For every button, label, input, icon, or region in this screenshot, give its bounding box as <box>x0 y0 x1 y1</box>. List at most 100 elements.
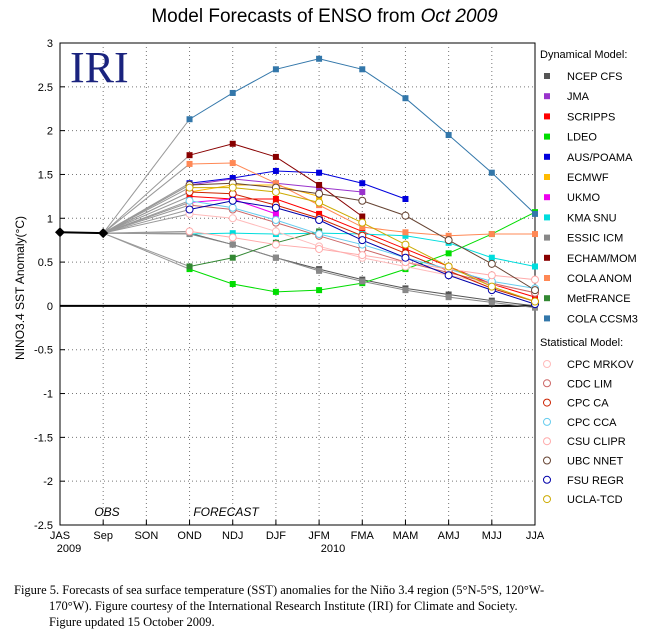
series-point <box>228 196 237 205</box>
series-point <box>186 160 193 167</box>
legend-marker <box>543 495 551 504</box>
series-point <box>316 169 323 176</box>
series-point <box>272 288 279 295</box>
title-prefix: Model Forecasts of ENSO from <box>151 6 421 27</box>
series-point <box>532 231 538 238</box>
series-point <box>229 89 236 96</box>
series-point <box>271 187 280 196</box>
chart-title: Model Forecasts of ENSO from Oct 2009 <box>0 6 649 28</box>
legend-marker <box>544 113 550 120</box>
series-point <box>272 66 279 73</box>
legend-label: COLA CCSM3 <box>567 313 638 325</box>
x-tick-label: FMA <box>351 530 375 542</box>
obs-point <box>55 227 65 238</box>
x-tick-label: JAS <box>50 530 70 542</box>
legend-marker <box>543 417 551 426</box>
series-point <box>271 203 280 212</box>
enso-forecast-chart: -2.5 -2 -1.5 -1 -0.5 0 0.5 1 1.5 2 2.5 3 JAS Sep SON O… <box>13 38 638 555</box>
series-point <box>402 195 409 202</box>
series-connector <box>103 230 190 234</box>
series-connector <box>103 213 190 234</box>
legend-label: COLA ANOM <box>567 273 632 285</box>
series-line <box>189 170 406 200</box>
series-point <box>488 299 495 306</box>
legend-marker <box>543 456 551 465</box>
series-point <box>229 140 236 147</box>
series-point <box>315 216 324 225</box>
series-connector <box>103 200 190 234</box>
series-point <box>229 281 236 287</box>
obs-label: OBS <box>94 505 119 519</box>
series-point <box>358 251 367 260</box>
series-markers <box>55 55 539 311</box>
caption-line-1: Figure 5. Forecasts of sea surface tempe… <box>14 583 545 597</box>
series-point <box>402 232 409 239</box>
series-point <box>358 196 367 205</box>
y-tick-label: 2.5 <box>38 82 53 94</box>
series-point <box>531 275 539 284</box>
legend-marker <box>544 153 550 160</box>
legend-label: AUS/POAMA <box>567 152 633 164</box>
series-point <box>531 286 539 295</box>
legend-marker <box>544 214 550 221</box>
series-point <box>487 259 496 268</box>
series-point <box>359 278 366 285</box>
x-tick-label: MJJ <box>482 530 502 542</box>
legend-label: LDEO <box>567 132 597 144</box>
legend-marker <box>544 254 550 261</box>
series-point <box>186 193 193 200</box>
series-point <box>488 231 495 238</box>
legend-marker <box>543 398 551 407</box>
series-point <box>445 132 452 139</box>
series-point <box>185 227 194 236</box>
y-tick-label: -0.5 <box>34 345 53 357</box>
series-point <box>229 254 236 261</box>
legend-label: FSU REGR <box>567 475 624 487</box>
x-tick-label: OND <box>177 530 202 542</box>
legend-marker <box>544 315 550 322</box>
series-point <box>445 294 452 301</box>
legend-label: ECHAM/MOM <box>567 253 637 265</box>
legend-marker <box>544 174 550 180</box>
x-tick-label: JFM <box>308 530 329 542</box>
series-point <box>315 198 324 207</box>
legend-label: UKMO <box>567 192 600 204</box>
y-tick-label: -2 <box>43 476 53 488</box>
series-point <box>186 116 193 123</box>
series-point <box>228 203 237 212</box>
figure-caption: Figure 5. Forecasts of sea surface tempe… <box>14 582 634 630</box>
series-point <box>272 167 279 174</box>
legend-marker <box>543 360 551 368</box>
legend-label: CPC CA <box>567 398 609 410</box>
series-point <box>228 183 237 192</box>
series-point <box>359 188 366 195</box>
series-point <box>444 262 453 271</box>
series-point <box>228 214 237 223</box>
series-point <box>359 224 366 231</box>
series-point <box>401 240 410 249</box>
year-left-label: 2009 <box>57 543 81 555</box>
series-point <box>358 218 367 227</box>
series-point <box>315 244 324 253</box>
series-point <box>186 263 193 270</box>
series-point <box>271 216 280 225</box>
series-point <box>358 236 367 245</box>
legend-marker <box>544 295 550 302</box>
series-connector <box>102 154 190 234</box>
series-point <box>229 241 236 248</box>
legend-label: KMA SNU <box>567 212 617 224</box>
x-tick-label: Sep <box>93 530 113 542</box>
x-tick-label: DJF <box>266 530 286 542</box>
series-point <box>185 196 194 205</box>
obs-point <box>98 228 109 239</box>
legend-marker <box>544 73 550 79</box>
legend-label: UBC NNET <box>567 456 624 468</box>
caption-line-3: Figure updated 15 October 2009. <box>49 615 215 629</box>
title-month: Oct 2009 <box>420 6 498 27</box>
series-point <box>185 183 194 192</box>
x-tick-label: JJA <box>526 530 545 542</box>
series-point <box>531 297 539 306</box>
x-tick-label: MAM <box>393 530 419 542</box>
caption-line-2: 170°W). Figure courtesy of the Internati… <box>49 599 518 613</box>
legend-label: SCRIPPS <box>567 111 615 123</box>
